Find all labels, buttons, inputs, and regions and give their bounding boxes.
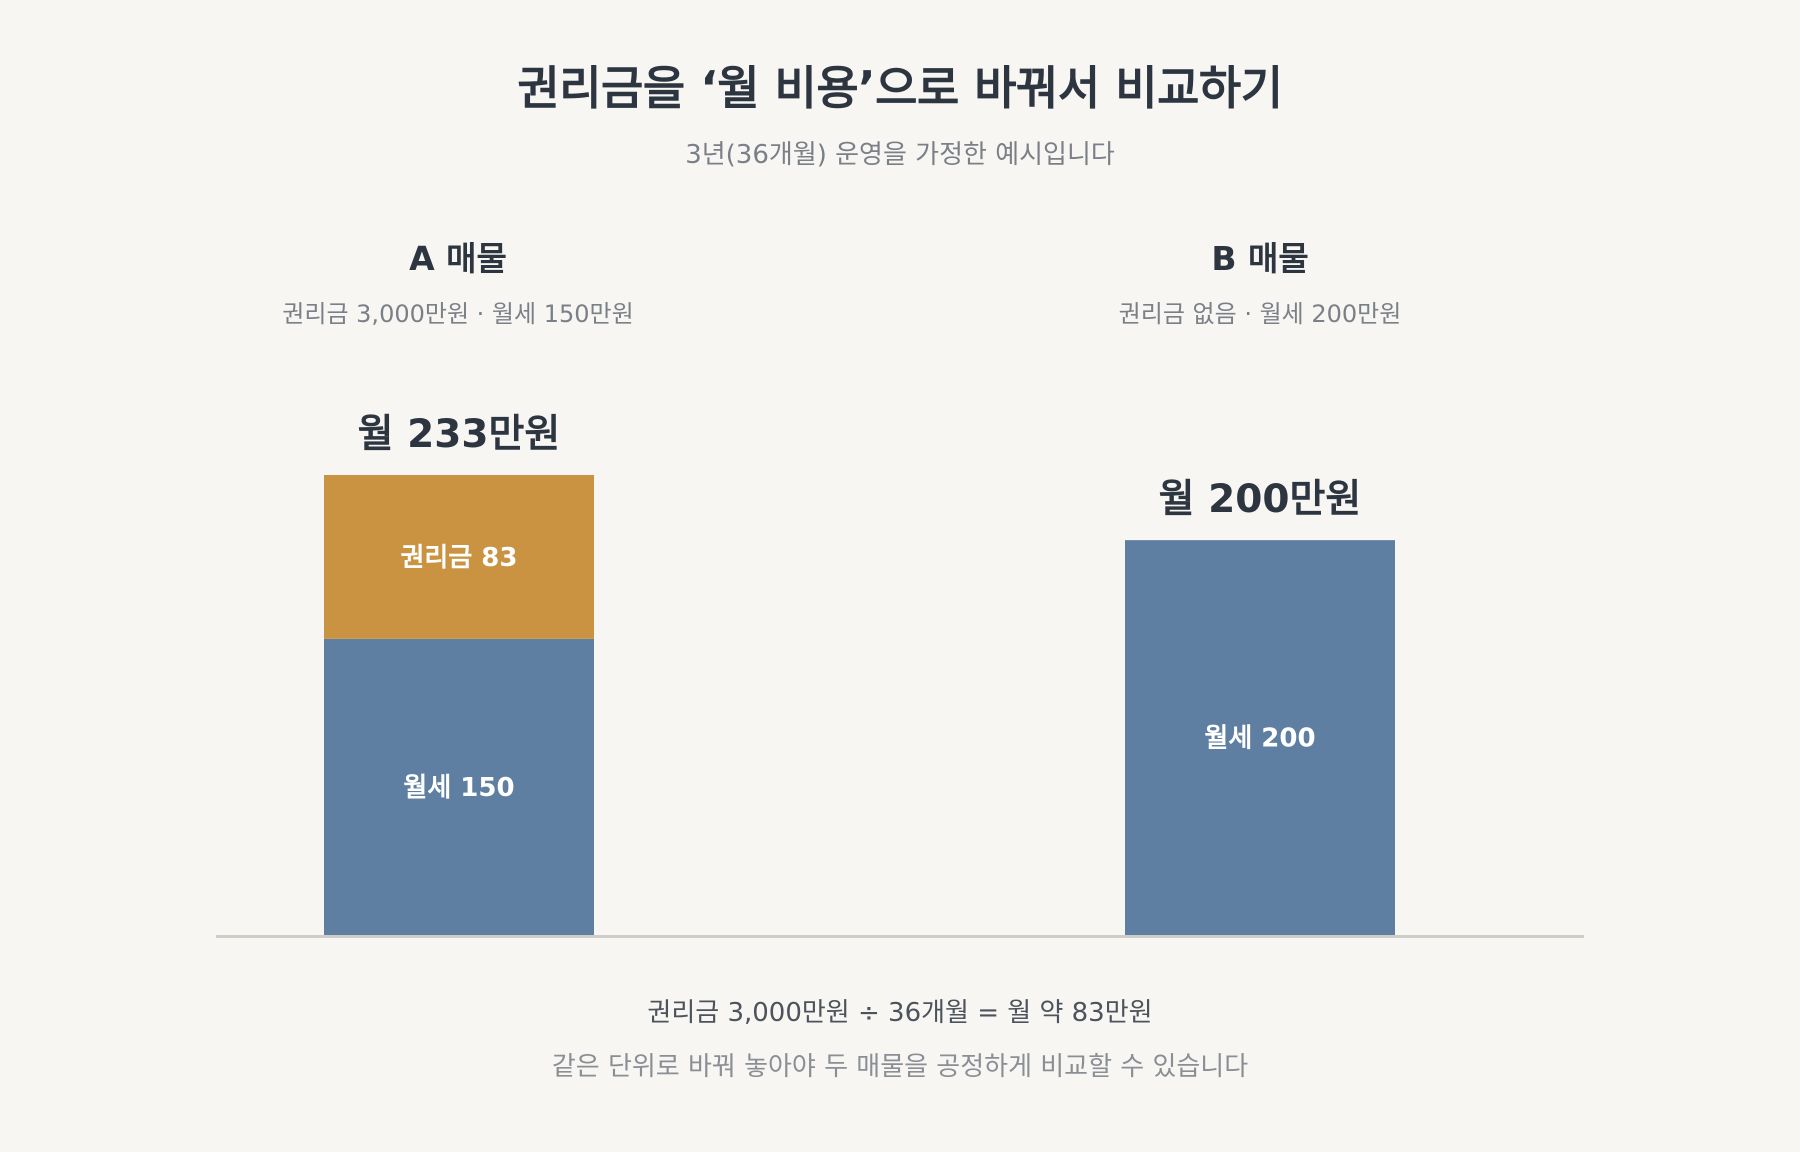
bar-a-premium (324, 475, 594, 639)
segment-label-b-rent: 월세 200 (1204, 724, 1315, 754)
segment-label-a-premium: 권리금 83 (401, 543, 518, 573)
bar-a-rent (324, 638, 594, 935)
total-label-b: 월 200만원 (1159, 477, 1362, 522)
column-b-desc: 권리금 없음 · 월세 200만원 (1118, 300, 1402, 328)
segment-label-a-rent: 월세 150 (403, 773, 514, 803)
column-a-header: A 매물 권리금 3,000만원 · 월세 150만원 (158, 232, 758, 329)
chart-title: 권리금을 ‘월 비용’으로 바꿔서 비교하기 (517, 61, 1283, 115)
footer-formula: 권리금 3,000만원 ÷ 36개월 = 월 약 83만원 (647, 998, 1153, 1028)
column-b-header: B 매물 권리금 없음 · 월세 200만원 (960, 232, 1560, 329)
column-a-name: A 매물 (409, 239, 507, 278)
total-label-a: 월 233만원 (358, 412, 561, 457)
footer-note: 같은 단위로 바꿔 놓아야 두 매물을 공정하게 비교할 수 있습니다 (551, 1052, 1249, 1082)
column-a-desc: 권리금 3,000만원 · 월세 150만원 (282, 300, 634, 328)
column-b-name: B 매물 (1211, 239, 1309, 278)
chart-subtitle: 3년(36개월) 운영을 가정한 예시입니다 (685, 140, 1115, 170)
bar-b-rent (1125, 540, 1395, 935)
